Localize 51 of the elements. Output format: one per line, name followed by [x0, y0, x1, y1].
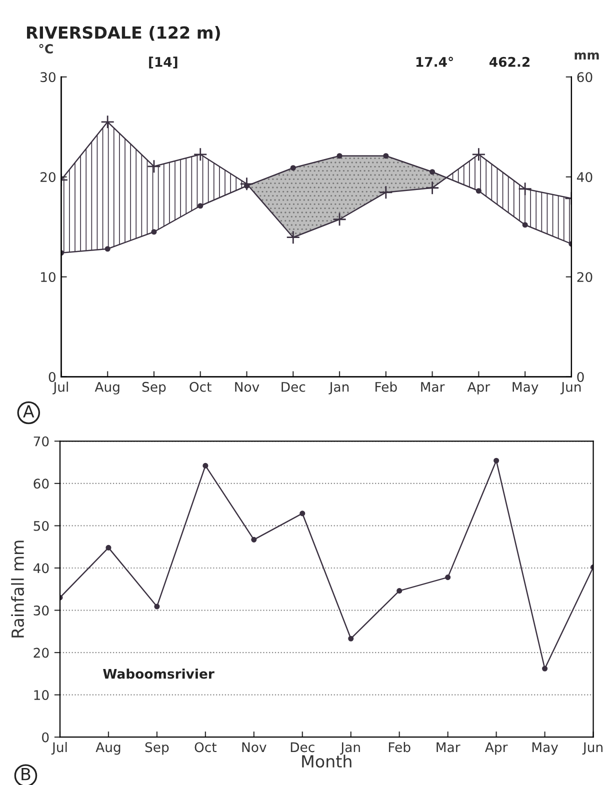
text: 462.2 [490, 56, 530, 67]
text: 17.4° [416, 56, 453, 67]
x-tick-label: Feb [376, 382, 397, 392]
y-tick-label: 30 [34, 606, 49, 616]
y2-axis-title: mm [574, 52, 599, 60]
y-tick-label: 70 [34, 436, 49, 446]
x-tick-label: Aug [94, 382, 120, 394]
text: [14] [149, 56, 178, 68]
y-tick-label: 0 [48, 372, 56, 382]
y-tick-label: 40 [33, 563, 49, 574]
x-tick-label: May [512, 382, 538, 394]
x-tick-label: Jul [51, 742, 67, 755]
x-tick-label: Oct [190, 382, 212, 392]
x-tick-label: Apr [485, 742, 508, 755]
y-tick-label: 10 [34, 690, 49, 700]
chart-title: RIVERSDALE (122 m) [27, 26, 220, 41]
x-tick-label: Jul [52, 382, 68, 394]
y-tick-label: 20 [40, 172, 56, 182]
x-tick-label: Dec [282, 382, 306, 392]
y2-tick-label: 20 [577, 272, 592, 282]
text: A [23, 405, 34, 418]
y-axis-title: °C [39, 44, 53, 54]
x-tick-label: Sep [142, 382, 166, 394]
y-tick-label: 60 [34, 478, 49, 489]
x-tick-label: Mar [436, 742, 460, 752]
x-tick-label: Sep [145, 742, 169, 755]
x-tick-label: Jun [582, 742, 602, 755]
y2-tick-label: 0 [577, 372, 584, 382]
x-tick-label: Nov [242, 742, 266, 752]
y2-tick-label: 40 [576, 172, 592, 182]
y-tick-label: 50 [34, 520, 49, 531]
x-tick-label: Aug [96, 742, 120, 755]
x-tick-label: Jan [340, 742, 360, 755]
annotation: Waboomsrivier [103, 668, 214, 679]
y2-tick-label: 60 [577, 72, 592, 82]
y-tick-label: 10 [41, 272, 56, 282]
y-axis-title: Rainfall mm [11, 540, 24, 638]
y-tick-label: 30 [40, 72, 56, 82]
y-tick-label: 0 [42, 732, 49, 742]
y-tick-label: 20 [34, 648, 49, 658]
x-tick-label: Mar [421, 382, 445, 392]
text: B [22, 768, 30, 780]
x-tick-label: Jan [328, 382, 349, 394]
x-tick-label: Feb [388, 742, 410, 752]
x-tick-label: Dec [290, 742, 314, 752]
x-tick-label: Jun [560, 382, 581, 394]
x-tick-label: Nov [235, 382, 260, 392]
x-tick-label: May [532, 742, 558, 755]
x-axis-title: Month [302, 754, 352, 768]
x-tick-label: Oct [194, 742, 217, 752]
x-tick-label: Apr [467, 382, 490, 394]
